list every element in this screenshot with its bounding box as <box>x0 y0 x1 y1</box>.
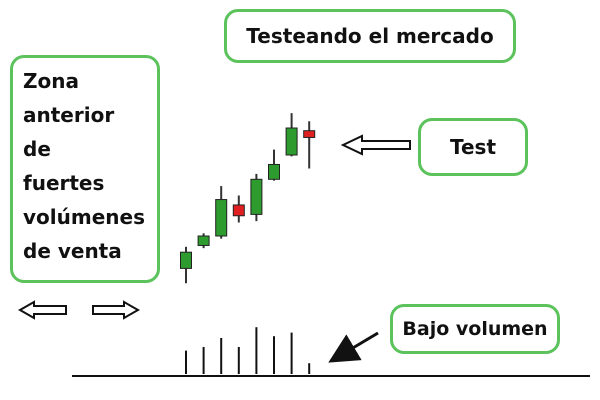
zone-callout: Zona anterior de fuertes volúmenes de ve… <box>10 55 160 283</box>
zone-line-2: anterior <box>23 103 115 127</box>
candle-body <box>250 178 263 215</box>
zone-line-4: fuertes <box>23 171 105 195</box>
volume-callout: Bajo volumen <box>390 304 560 354</box>
title-callout: Testeando el mercado <box>224 9 516 63</box>
candle-body <box>232 204 245 217</box>
chart-title: Testeando el mercado <box>246 24 494 48</box>
test-label: Test <box>449 135 496 159</box>
test-arrow-icon <box>340 134 411 156</box>
candle-body <box>180 251 192 269</box>
zone-line-5: volúmenes <box>23 205 145 229</box>
candle-body <box>268 163 280 180</box>
volume-label: Bajo volumen <box>402 318 548 340</box>
right-arrow-icon <box>92 300 141 320</box>
left-arrow-icon <box>17 300 67 320</box>
zone-line-1: Zona <box>23 69 79 93</box>
zone-line-3: de <box>23 137 51 161</box>
volume-arrow-icon <box>328 331 379 363</box>
candle-body <box>197 235 210 246</box>
test-callout: Test <box>418 118 528 176</box>
candle-body <box>215 199 228 237</box>
candle-body <box>303 130 316 138</box>
candle-body <box>285 127 298 156</box>
candles-group <box>180 113 316 284</box>
zone-line-6: de venta <box>23 239 122 263</box>
volume-bars-group <box>185 327 311 374</box>
